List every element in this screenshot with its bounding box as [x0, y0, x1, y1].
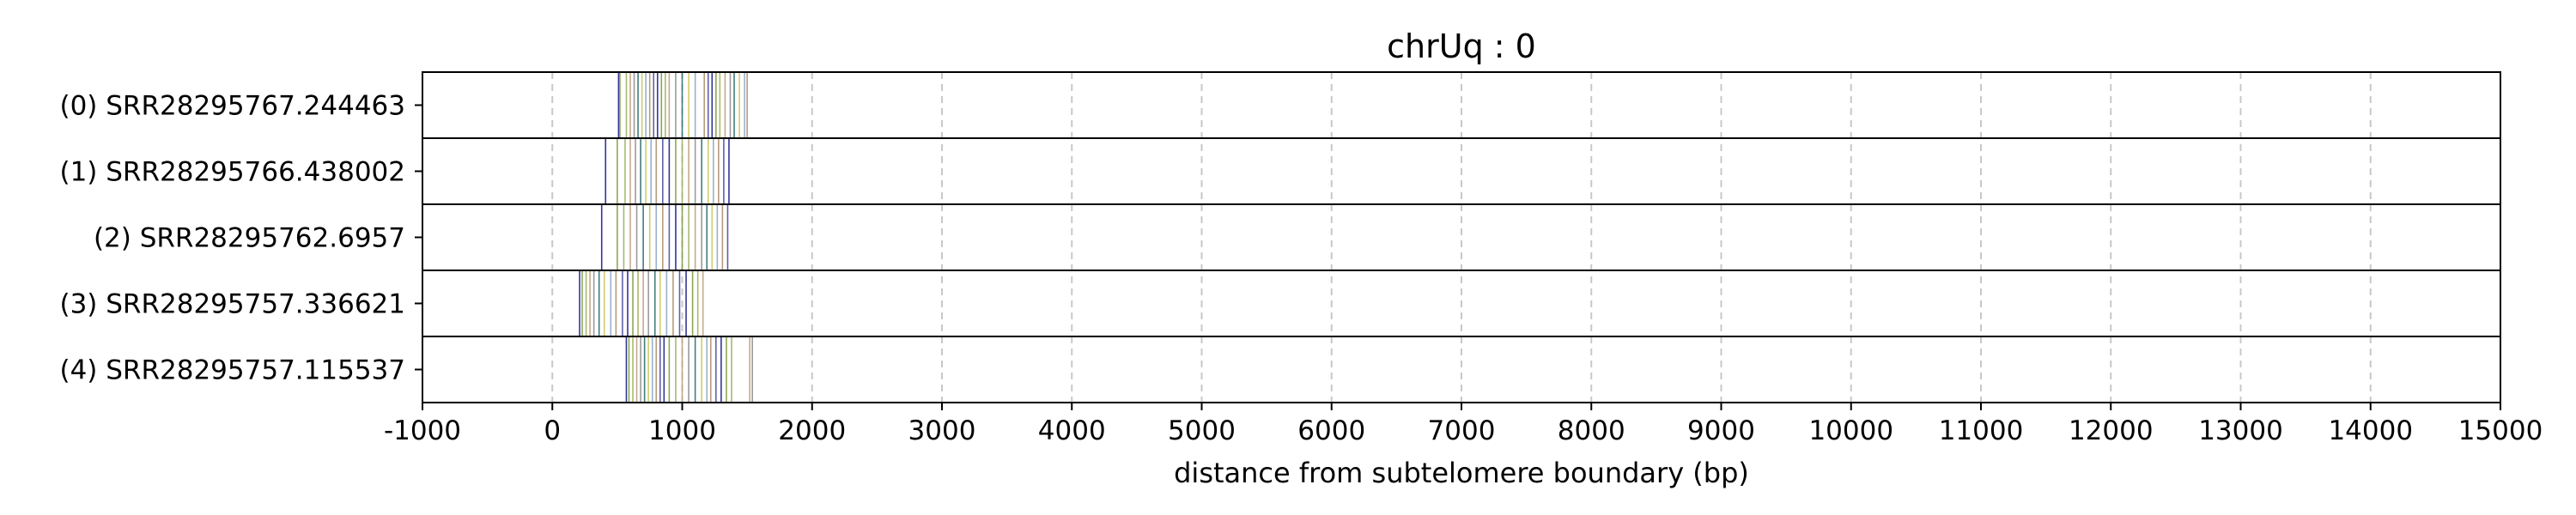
x-tick-label: 15000 — [2458, 415, 2543, 446]
x-tick-label: 5000 — [1168, 415, 1236, 446]
row-label: (4) SRR28295757.115537 — [59, 355, 405, 386]
x-tick-label: 6000 — [1297, 415, 1365, 446]
x-tick-label: 13000 — [2198, 415, 2283, 446]
x-tick-label: 12000 — [2069, 415, 2154, 446]
x-tick-label: 1000 — [648, 415, 716, 446]
marks-layer — [579, 73, 753, 402]
x-tick-label: -1000 — [384, 415, 461, 446]
row-labels: (0) SRR28295767.244463 (1) SRR28295766.43… — [59, 91, 405, 386]
x-tick-label: 7000 — [1428, 415, 1496, 446]
x-tick-label: 9000 — [1687, 415, 1755, 446]
row-frame — [422, 203, 2501, 271]
row-label: (1) SRR28295766.438002 — [59, 157, 405, 188]
x-tick-label: 10000 — [1808, 415, 1893, 446]
x-tick-label: 0 — [544, 415, 561, 446]
row-frame — [422, 336, 2501, 403]
x-axis: -1000 0 1000 2000 3000 4000 5000 6000 7000 8000 90… — [384, 403, 2543, 446]
x-tick-label: 4000 — [1038, 415, 1106, 446]
x-axis-label: distance from subtelomere boundary (bp) — [1174, 457, 1749, 489]
x-tick-label: 2000 — [778, 415, 846, 446]
x-tick-label: 3000 — [908, 415, 976, 446]
x-tick-label: 11000 — [1939, 415, 2024, 446]
x-tick-label: 14000 — [2328, 415, 2413, 446]
row-label: (0) SRR28295767.244463 — [59, 91, 405, 122]
x-tick-label: 8000 — [1558, 415, 1625, 446]
row-label: (3) SRR28295757.336621 — [59, 289, 405, 320]
chart-title: chrUq : 0 — [1387, 27, 1536, 65]
row-label: (2) SRR28295762.6957 — [94, 223, 405, 254]
